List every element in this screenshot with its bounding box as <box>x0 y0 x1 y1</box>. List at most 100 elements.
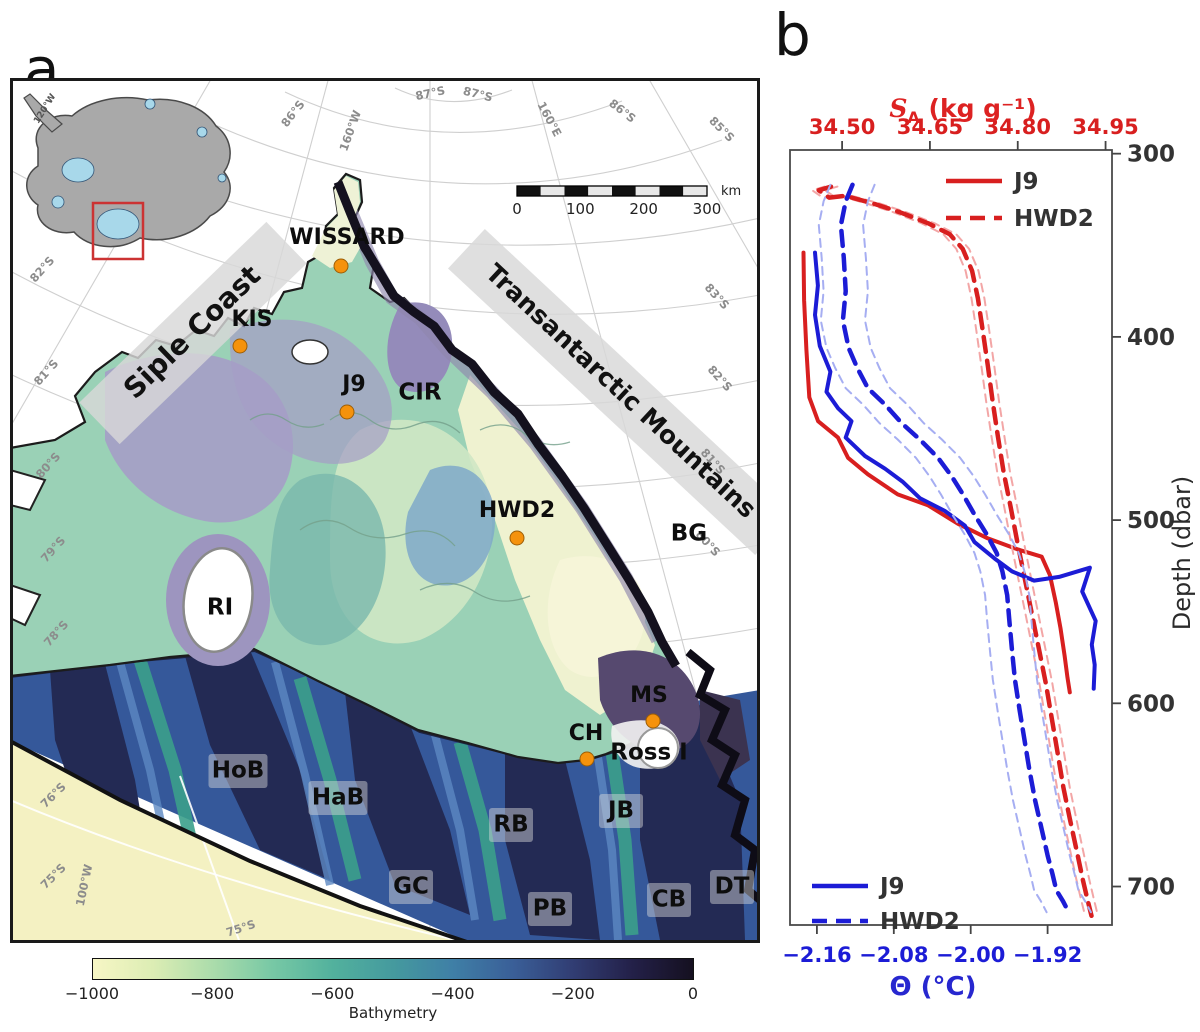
ice-shelf-cavity <box>10 172 701 765</box>
profile-plot: 34.50 34.65 34.80 34.95 −2.16 −2.08 −2.00 −1.92… <box>782 115 1175 967</box>
svg-text:RB: RB <box>493 812 528 838</box>
legend-label: HWD2 <box>880 909 960 935</box>
salinity-tick-label: 34.95 <box>1072 115 1138 139</box>
station-dot <box>339 404 355 420</box>
scalebar-segment <box>659 186 684 196</box>
station-marker: HWD2 <box>479 498 555 546</box>
colorbar-tick-label: −800 <box>190 984 235 1003</box>
station-label: J9 <box>340 372 366 397</box>
sea-trough <box>505 752 600 940</box>
profile-curve-hwd2-temperature-bound <box>862 183 1092 914</box>
station-marker: MS <box>630 683 668 729</box>
map-area-label: DT <box>710 870 754 904</box>
scalebar-unit: km <box>721 184 741 199</box>
station-dot <box>232 338 248 354</box>
map-area-label: CIR <box>398 380 441 406</box>
salinity-tick-label: 34.50 <box>809 115 875 139</box>
profile-curve-hwd2-salinity-bound <box>824 185 1099 917</box>
inset-study-area-box <box>91 201 145 261</box>
station-dot <box>579 751 595 767</box>
station-label: KIS <box>231 307 272 332</box>
salinity-tick-label: 34.65 <box>897 115 963 139</box>
bathymetry-map: 120°W Siple Coast Transantarctic Mountain… <box>10 78 760 943</box>
map-area-label: GC <box>389 870 433 904</box>
colorbar-tick-label: −400 <box>430 984 475 1003</box>
panel-b-label: b <box>774 1 811 69</box>
transantarctic-coastline <box>333 180 680 669</box>
scalebar-tick-label: 100 <box>566 200 595 218</box>
colorbar-tick-label: 0 <box>687 984 699 1003</box>
svg-text:HoB: HoB <box>212 758 265 784</box>
scalebar-segment <box>588 186 612 196</box>
profile-curve-hwd2-temperature <box>838 182 1071 915</box>
station-label: WISSARD <box>289 225 404 250</box>
colorbar-tick-label: −200 <box>550 984 595 1003</box>
plot-frame <box>789 149 1113 926</box>
map-area-label: BG <box>671 521 707 547</box>
colorbar-title: Bathymetry <box>348 1004 438 1022</box>
svg-text:HaB: HaB <box>312 785 364 811</box>
scalebar-segment <box>564 186 589 196</box>
land-victoria <box>10 739 471 943</box>
map-area-label: RI <box>207 595 233 621</box>
coastline <box>10 739 471 943</box>
sea-trough <box>345 692 470 915</box>
station-marker: KIS <box>231 307 273 354</box>
scalebar-tick-label: 0 <box>512 200 522 218</box>
scalebar-tick-label: 200 <box>629 200 658 218</box>
svg-text:CIR: CIR <box>398 380 441 406</box>
svg-text:DT: DT <box>715 874 750 900</box>
colorbar-tick-label: −1000 <box>64 984 120 1003</box>
map-area-label: PB <box>528 892 572 926</box>
profile-curve-hwd2-temperature-bound <box>817 183 1048 914</box>
roosevelt-island <box>182 547 254 653</box>
svg-text:CB: CB <box>652 887 686 913</box>
legend-label: J9 <box>1012 169 1039 195</box>
map-frame <box>10 78 760 943</box>
map-area-label: JB <box>599 794 643 828</box>
depth-tick-label: 400 <box>1127 325 1175 351</box>
station-label: CH <box>569 721 604 746</box>
temperature-tick-label: −2.08 <box>859 943 928 967</box>
scalebar-segment <box>612 186 636 196</box>
colorbar-tick-label: −600 <box>310 984 355 1003</box>
temperature-tick-label: −2.00 <box>936 943 1005 967</box>
inset-ice-shelves <box>51 98 227 240</box>
depth-tick-label: 500 <box>1127 508 1175 534</box>
map-area-label: HaB <box>308 781 368 815</box>
station-label: MS <box>630 683 668 708</box>
legend-label: HWD2 <box>1014 206 1094 232</box>
station-dot <box>509 530 525 546</box>
station-marker: WISSARD <box>289 225 405 274</box>
scalebar-segment <box>517 186 541 196</box>
salinity-axis-title: SA (kg g⁻¹) <box>889 94 1037 127</box>
scalebar-segment <box>635 186 660 196</box>
graticule-label: 87°S <box>414 83 446 103</box>
profile-curve-hwd2-salinity <box>816 184 1094 919</box>
station-marker: CH <box>569 721 604 767</box>
svg-text:RI: RI <box>207 595 233 621</box>
profile-curve-hwd2-salinity-bound <box>811 185 1087 917</box>
depth-tick-label: 600 <box>1127 691 1175 717</box>
station-label: HWD2 <box>479 498 555 523</box>
station-dot <box>645 713 661 729</box>
svg-text:PB: PB <box>533 896 567 922</box>
profile-curve-j9-temperature <box>813 250 1098 691</box>
map-area-label: RB <box>489 808 533 842</box>
station-dot <box>333 258 349 274</box>
svg-text:JB: JB <box>606 798 634 824</box>
map-area-label: HoB <box>208 754 268 788</box>
ross-island-area <box>611 648 760 904</box>
salinity-tick-label: 34.80 <box>985 115 1051 139</box>
depth-axis-title: Depth (dbar) <box>1168 475 1196 631</box>
sea-trough <box>185 650 330 880</box>
scalebar-frame <box>516 185 708 197</box>
depth-tick-label: 300 <box>1127 142 1175 168</box>
map-area-label: Ross I <box>610 740 687 766</box>
temperature-axis-title: Θ (°C) <box>889 972 977 1002</box>
legend-label: J9 <box>878 874 905 900</box>
scalebar-tick-label: 300 <box>693 200 722 218</box>
svg-text:BG: BG <box>671 521 707 547</box>
temperature-tick-label: −2.16 <box>782 943 851 967</box>
station-marker: J9 <box>339 372 366 420</box>
